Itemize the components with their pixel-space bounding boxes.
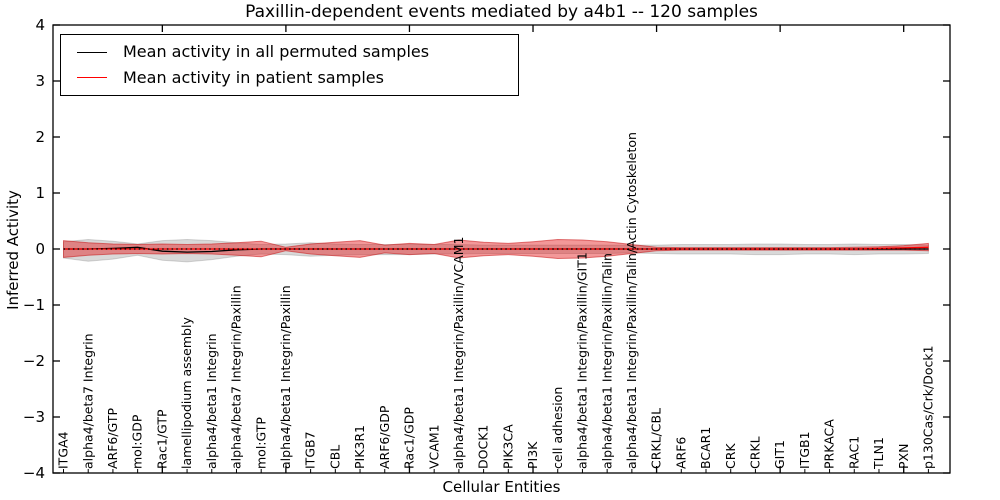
x-category-label: PIK3R1: [352, 425, 367, 469]
x-category-label: ITGB7: [303, 431, 318, 469]
legend-item-permuted: Mean activity in all permuted samples: [61, 44, 518, 60]
x-category-label: PI3K: [525, 441, 540, 469]
x-category-label: PRKACA: [822, 419, 837, 469]
x-category-label: RAC1: [846, 436, 861, 469]
x-category-label: CBL: [327, 445, 342, 469]
legend-item-patient: Mean activity in patient samples: [61, 67, 518, 87]
x-category-label: alpha4/beta1 Integrin/Paxillin/Talin/Act…: [624, 132, 639, 469]
x-category-label: mol:GTP: [253, 417, 268, 469]
x-category-label: alpha4/beta7 Integrin: [80, 333, 95, 469]
legend-label-permuted: Mean activity in all permuted samples: [123, 42, 430, 62]
x-category-label: p130Cas/Crk/Dock1: [921, 345, 936, 469]
x-category-label: alpha4/beta1 Integrin/Paxillin/Talin: [599, 253, 614, 469]
x-category-label: GIT1: [772, 440, 787, 469]
x-category-label: mol:GDP: [130, 414, 145, 469]
x-category-label: alpha4/beta7 Integrin/Paxillin: [229, 285, 244, 469]
x-category-label: PXN: [896, 444, 911, 469]
legend-box: Mean activity in all permuted samples Me…: [60, 34, 519, 96]
x-category-label: ARF6/GTP: [105, 408, 120, 469]
x-category-label: DOCK1: [476, 425, 491, 469]
legend-line-red-icon: [77, 77, 107, 79]
x-category-label: Rac1/GTP: [154, 409, 169, 469]
y-tick-label: 3: [35, 72, 45, 90]
x-category-label: PIK3CA: [500, 424, 515, 469]
x-category-label: cell adhesion: [550, 387, 565, 469]
x-category-label: ARF6: [673, 437, 688, 469]
x-category-label: TLN1: [871, 437, 886, 470]
x-category-label: BCAR1: [698, 427, 713, 469]
y-tick-label: −4: [23, 464, 45, 482]
x-category-label: lamellipodium assembly: [179, 317, 194, 469]
y-tick-label: −3: [23, 408, 45, 426]
x-category-label: ARF6/GDP: [377, 405, 392, 469]
x-category-label: ITGA4: [56, 431, 71, 469]
x-category-label: CRKL: [748, 436, 763, 469]
y-axis-label: Inferred Activity: [4, 190, 22, 310]
y-tick-label: 1: [35, 184, 45, 202]
x-category-label: Rac1/GDP: [402, 407, 417, 469]
y-tick-label: −1: [23, 296, 45, 314]
y-tick-label: 2: [35, 128, 45, 146]
x-category-label: alpha4/beta1 Integrin/Paxillin: [278, 285, 293, 469]
x-axis-label: Cellular Entities: [442, 478, 561, 496]
x-category-label: CRK: [723, 443, 738, 469]
x-category-label: alpha4/beta1 Integrin: [204, 333, 219, 469]
legend-label-patient: Mean activity in patient samples: [123, 67, 384, 87]
x-category-label: VCAM1: [426, 424, 441, 469]
x-category-label: ITGB1: [797, 431, 812, 469]
x-category-label: CRKL/CBL: [649, 408, 664, 469]
x-category-label: alpha4/beta1 Integrin/Paxillin/VCAM1: [451, 237, 466, 469]
y-tick-label: 4: [35, 16, 45, 34]
legend-line-black-icon: [77, 51, 107, 53]
x-category-label: alpha4/beta1 Integrin/Paxillin/GIT1: [575, 252, 590, 469]
y-tick-label: 0: [35, 240, 45, 258]
chart-title: Paxillin-dependent events mediated by a4…: [245, 2, 758, 22]
y-tick-label: −2: [23, 352, 45, 370]
